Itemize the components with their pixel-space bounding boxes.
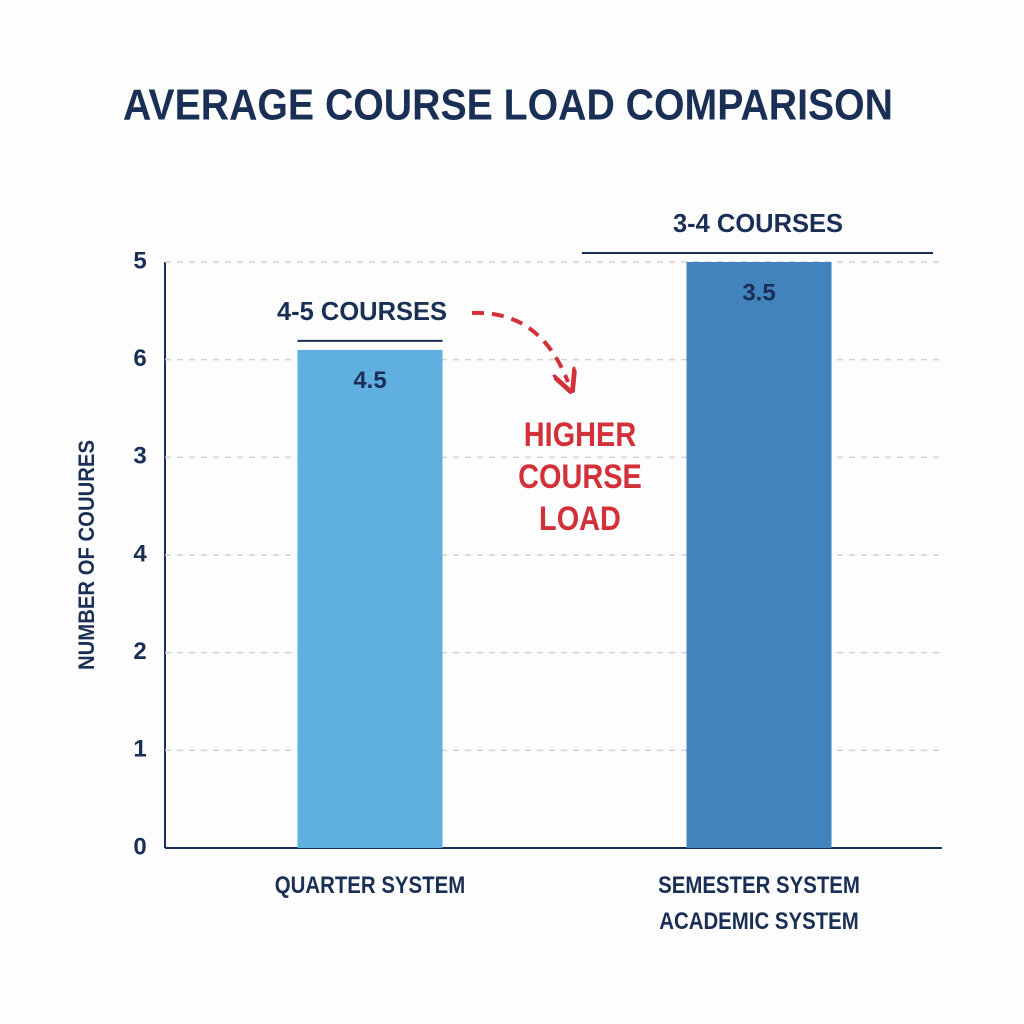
range-annotation: 4-5 COURSES bbox=[277, 296, 447, 326]
bar bbox=[297, 349, 443, 848]
y-tick-label: 6 bbox=[133, 345, 146, 372]
y-tick-label: 0 bbox=[133, 833, 146, 860]
bar bbox=[686, 262, 832, 848]
y-tick-label: 2 bbox=[133, 638, 146, 665]
y-tick-label: 3 bbox=[133, 443, 146, 470]
bar-annotation: 4.5 bbox=[353, 367, 386, 394]
y-tick-label: 1 bbox=[133, 736, 146, 763]
chart-title: AVERAGE COURSE LOAD COMPARISON bbox=[123, 81, 893, 130]
x-tick-label: SEMESTER SYSTEM ACADEMIC SYSTEM bbox=[658, 872, 860, 935]
y-tick-label: 4 bbox=[133, 540, 147, 567]
callout-arrow bbox=[471, 310, 568, 382]
callout-text: HIGHER COURSE LOAD bbox=[518, 416, 642, 538]
bar-annotation: 3.5 bbox=[742, 279, 775, 306]
y-axis-label: NUMBER OF COUURES bbox=[74, 440, 99, 670]
range-annotation: 3-4 COURSES bbox=[673, 208, 843, 238]
y-tick-label: 5 bbox=[133, 247, 146, 274]
x-tick-label: QUARTER SYSTEM bbox=[274, 872, 466, 899]
